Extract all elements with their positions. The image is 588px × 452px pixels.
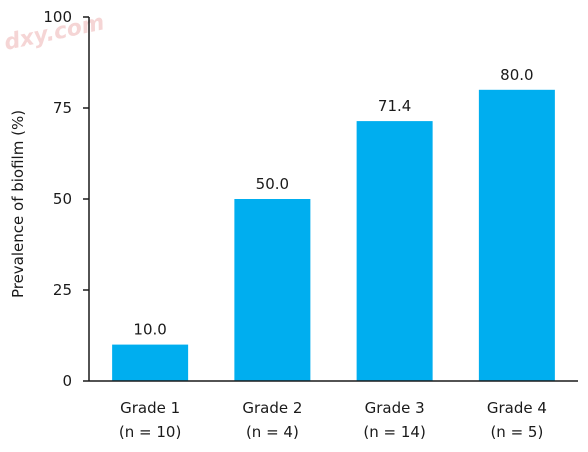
x-axis: Grade 1 (n = 10) Grade 2 (n = 4) Grade 3 (n =… <box>119 399 547 441</box>
y-axis: 0 25 50 75 100 <box>43 8 89 390</box>
bars: 10.0 50.0 71.4 80.0 <box>112 66 555 382</box>
x-tick-sublabel: (n = 4) <box>246 423 299 441</box>
y-tick-label: 0 <box>62 372 72 390</box>
x-tick-label: Grade 3 <box>365 399 425 417</box>
data-label: 10.0 <box>133 321 166 339</box>
x-tick-sublabel: (n = 5) <box>490 423 543 441</box>
data-label: 50.0 <box>256 175 289 193</box>
bar-4 <box>478 89 555 382</box>
data-label: 71.4 <box>378 97 411 115</box>
y-tick-label: 75 <box>53 99 72 117</box>
x-tick-sublabel: (n = 10) <box>119 423 181 441</box>
x-tick-label: Grade 2 <box>242 399 302 417</box>
data-label: 80.0 <box>500 66 533 84</box>
y-tick-label: 25 <box>53 281 72 299</box>
x-tick-label: Grade 1 <box>120 399 180 417</box>
y-tick-label: 100 <box>43 8 72 26</box>
y-axis-label: Prevalence of biofilm (%) <box>9 110 27 298</box>
bar-2 <box>234 199 311 381</box>
bar-3 <box>356 121 433 381</box>
x-tick-label: Grade 4 <box>487 399 547 417</box>
x-tick-sublabel: (n = 14) <box>363 423 425 441</box>
y-tick-label: 50 <box>53 190 72 208</box>
bar-1 <box>112 344 189 381</box>
